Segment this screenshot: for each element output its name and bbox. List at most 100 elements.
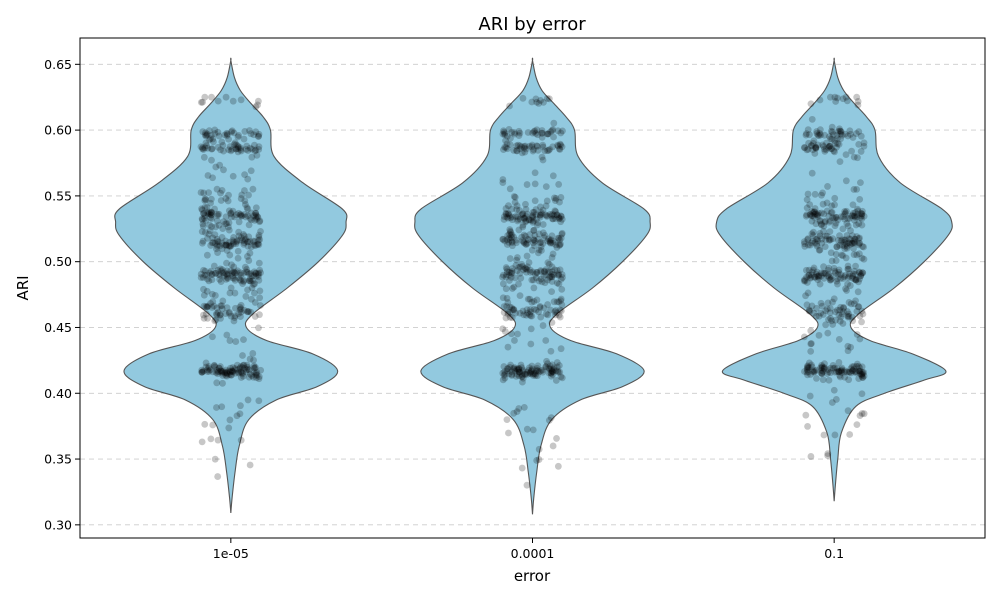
data-point — [204, 302, 212, 310]
data-point — [523, 239, 531, 247]
data-point — [855, 241, 863, 249]
data-point — [198, 366, 206, 374]
data-point — [550, 298, 558, 306]
data-point — [518, 373, 526, 381]
data-point — [552, 215, 559, 223]
data-point — [849, 367, 856, 375]
data-point — [850, 300, 858, 308]
data-point — [545, 95, 553, 103]
data-point — [801, 144, 809, 152]
data-point — [550, 366, 558, 373]
data-point — [557, 240, 564, 248]
data-point — [836, 306, 844, 314]
data-point — [203, 271, 211, 279]
data-point — [534, 367, 542, 375]
data-point — [533, 268, 540, 276]
data-point — [234, 133, 242, 141]
data-point — [502, 205, 510, 212]
data-point — [534, 235, 542, 243]
data-point — [858, 372, 866, 380]
data-point — [254, 97, 262, 105]
data-point — [519, 221, 527, 229]
data-point — [549, 215, 557, 223]
data-point — [236, 410, 244, 418]
data-point — [201, 144, 209, 152]
data-point — [225, 242, 233, 249]
data-point — [499, 271, 507, 279]
data-point — [850, 237, 858, 245]
data-point — [557, 218, 565, 226]
data-point — [524, 295, 532, 303]
data-point — [858, 210, 866, 218]
data-point — [241, 237, 249, 244]
data-point — [845, 235, 853, 243]
data-point — [554, 234, 562, 242]
data-point — [499, 130, 507, 138]
data-point — [532, 367, 540, 375]
data-point — [224, 271, 231, 279]
data-point — [247, 216, 255, 224]
data-point — [255, 373, 263, 381]
data-point — [236, 211, 244, 219]
data-point — [808, 217, 816, 225]
data-point — [850, 362, 858, 370]
data-point — [546, 238, 554, 246]
data-point — [537, 203, 544, 211]
data-point — [808, 142, 816, 150]
data-point — [223, 331, 231, 339]
data-point — [245, 373, 253, 381]
data-point — [838, 251, 845, 259]
data-point — [859, 374, 867, 382]
data-point — [548, 271, 556, 278]
data-point — [218, 403, 226, 411]
data-point — [208, 145, 216, 153]
data-point — [558, 301, 566, 309]
data-point — [834, 94, 841, 102]
data-point — [232, 238, 240, 246]
data-point — [231, 365, 239, 372]
data-point — [204, 210, 212, 218]
data-point — [513, 147, 521, 155]
data-point — [542, 337, 550, 344]
data-point — [819, 376, 827, 384]
data-point — [208, 239, 216, 247]
data-point — [535, 308, 543, 316]
data-point — [255, 269, 262, 277]
data-point — [218, 368, 226, 376]
data-point — [552, 195, 560, 202]
data-point — [549, 210, 556, 218]
data-point — [255, 146, 263, 153]
data-point — [500, 146, 507, 154]
data-point — [207, 300, 214, 307]
data-point — [858, 410, 866, 417]
data-point — [211, 205, 218, 213]
data-point — [525, 216, 533, 224]
data-point — [804, 145, 812, 153]
data-point — [224, 130, 231, 138]
data-point — [856, 269, 863, 277]
data-point — [841, 368, 848, 376]
data-point — [506, 230, 513, 238]
data-point — [557, 373, 565, 381]
data-point — [537, 97, 544, 104]
data-point — [837, 135, 845, 143]
data-point — [532, 366, 540, 374]
data-point — [230, 269, 238, 277]
data-point — [835, 268, 843, 276]
data-point — [556, 198, 563, 206]
data-point — [199, 367, 207, 375]
data-point — [235, 228, 243, 236]
data-point — [508, 268, 516, 275]
data-point — [845, 376, 853, 384]
data-point — [243, 268, 250, 276]
data-point — [840, 308, 847, 316]
data-point — [517, 361, 525, 369]
data-point — [256, 311, 263, 319]
data-point — [246, 275, 254, 283]
data-point — [506, 227, 514, 235]
data-point — [232, 338, 240, 345]
data-point — [207, 242, 215, 249]
data-point — [850, 245, 857, 252]
data-point — [859, 370, 867, 377]
data-point — [235, 143, 242, 151]
